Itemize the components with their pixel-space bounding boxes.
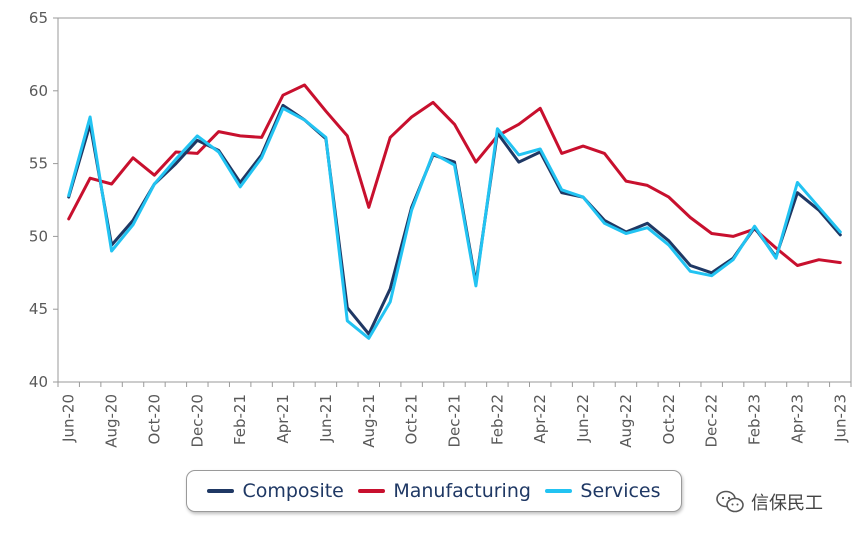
x-tick-label: Apr-21 (274, 394, 292, 444)
legend-item-composite: Composite (207, 480, 344, 502)
series-line-composite (67, 103, 842, 336)
x-tick-label: Apr-22 (531, 394, 549, 444)
legend-item-manufacturing: Manufacturing (358, 480, 531, 502)
x-tick-label: Aug-22 (617, 394, 635, 448)
chart-axes (53, 17, 852, 387)
chart-series (67, 83, 842, 340)
chart-ticks: 40 45 50 55 60 65 Jun-20 Aug-20 Oct-20 Dec-20 Feb-… (29, 9, 849, 448)
chart-legend: Composite Manufacturing Services (186, 470, 682, 512)
legend-item-services: Services (545, 480, 661, 502)
x-tick-label: Dec-20 (188, 394, 206, 448)
y-tick-label: 60 (29, 82, 48, 100)
x-tick-label: Feb-23 (746, 394, 764, 445)
watermark: 信保民工 (715, 489, 823, 515)
x-tick-label: Feb-22 (488, 394, 506, 445)
x-tick-label: Oct-20 (145, 394, 163, 444)
wechat-icon (716, 490, 744, 513)
legend-label-manufacturing: Manufacturing (393, 480, 531, 502)
x-tick-label: Aug-20 (103, 394, 121, 448)
y-tick-label: 55 (29, 155, 48, 173)
x-tick-label: Aug-21 (360, 394, 378, 448)
x-tick-label: Jun-22 (574, 394, 592, 443)
y-tick-label: 45 (29, 300, 48, 318)
series-line-services (67, 106, 842, 340)
watermark-text: 信保民工 (751, 493, 823, 514)
legend-label-services: Services (580, 480, 661, 502)
series-line-manufacturing (67, 83, 842, 267)
legend-swatch-composite (207, 489, 235, 493)
x-tick-label: Apr-23 (788, 394, 806, 444)
line-chart: 40 45 50 55 60 65 Jun-20 Aug-20 Oct-20 Dec-20 Feb-… (29, 9, 852, 448)
plot-area-frame (57, 17, 852, 383)
x-tick-label: Jun-20 (60, 394, 78, 443)
y-tick-label: 50 (29, 227, 48, 245)
legend-swatch-services (545, 489, 573, 493)
legend-label-composite: Composite (242, 480, 344, 502)
x-tick-label: Jun-23 (831, 394, 849, 443)
x-tick-label: Oct-21 (403, 394, 421, 444)
x-tick-label: Dec-22 (703, 394, 721, 448)
y-tick-label: 40 (29, 373, 48, 391)
x-tick-label: Dec-21 (446, 394, 464, 448)
legend-swatch-manufacturing (358, 489, 386, 493)
y-tick-label: 65 (29, 9, 48, 27)
x-tick-label: Oct-22 (660, 394, 678, 444)
x-tick-label: Jun-21 (317, 394, 335, 443)
x-tick-label: Feb-21 (231, 394, 249, 445)
